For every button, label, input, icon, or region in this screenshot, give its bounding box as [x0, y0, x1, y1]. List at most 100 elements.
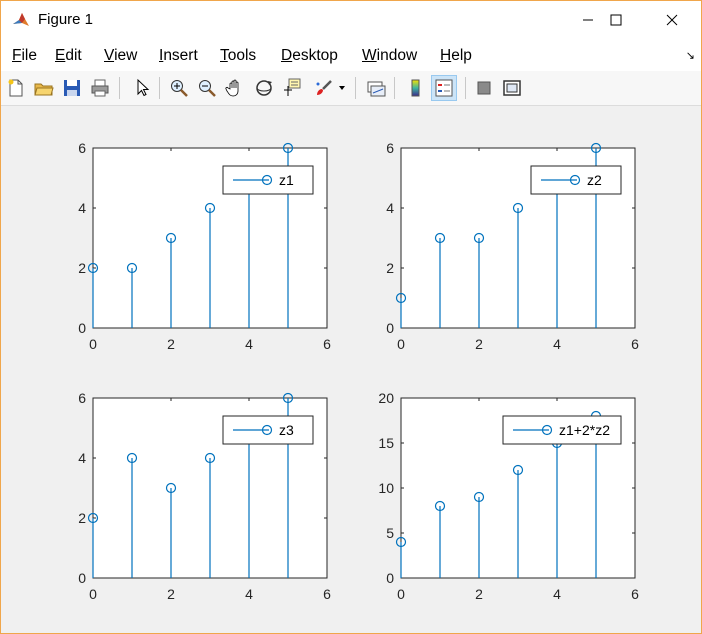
print-icon	[91, 79, 109, 97]
y-tick-label: 0	[386, 320, 394, 336]
y-tick-label: 0	[78, 320, 86, 336]
matlab-logo-icon	[11, 10, 31, 30]
toolbar-separator	[394, 77, 395, 99]
maximize-icon	[610, 14, 622, 26]
hide-plot-tools-button[interactable]	[472, 76, 496, 100]
stem-marker	[204, 452, 216, 464]
stem-marker	[473, 491, 485, 503]
hide-plot-tools-icon	[477, 81, 491, 95]
print-button[interactable]	[88, 76, 112, 100]
y-tick-label: 4	[386, 200, 394, 216]
brush-icon	[316, 80, 332, 95]
stem-marker	[126, 262, 138, 274]
stem-marker	[87, 512, 99, 524]
save-icon	[64, 80, 80, 96]
select-arrow-button[interactable]	[130, 76, 154, 100]
x-tick-label: 4	[553, 336, 561, 352]
pan-hand-icon	[225, 79, 239, 97]
stem-marker	[87, 262, 99, 274]
stem-marker	[590, 142, 602, 154]
x-tick-label: 6	[631, 586, 639, 602]
legend-marker	[541, 424, 553, 436]
y-tick-label: 0	[386, 570, 394, 586]
title-bar: Figure 1	[1, 1, 701, 39]
open-file-icon	[34, 83, 54, 96]
open-file-button[interactable]	[32, 76, 56, 100]
menu-insert[interactable]: Insert	[159, 47, 198, 64]
y-tick-label: 15	[378, 435, 394, 451]
window-title: Figure 1	[38, 11, 94, 28]
menu-window[interactable]: Window	[362, 47, 418, 64]
zoom-out-icon	[199, 80, 216, 97]
legend-label: z1	[279, 172, 294, 188]
x-tick-label: 4	[245, 336, 253, 352]
new-figure-button[interactable]	[4, 76, 28, 100]
x-tick-label: 2	[475, 336, 483, 352]
data-cursor-button[interactable]	[280, 76, 304, 100]
toolbar-separator	[355, 77, 356, 99]
save-button[interactable]	[60, 76, 84, 100]
link-plot-icon	[367, 81, 386, 97]
y-tick-label: 4	[78, 450, 86, 466]
new-figure-icon	[8, 79, 23, 97]
x-tick-label: 6	[323, 336, 331, 352]
dock-arrow-icon[interactable]: ↘	[685, 50, 695, 62]
stem-marker	[512, 464, 524, 476]
zoom-in-icon	[171, 80, 188, 97]
x-tick-label: 4	[245, 586, 253, 602]
menu-file[interactable]: File	[12, 47, 37, 64]
rotate-3d-icon	[256, 80, 272, 96]
menu-edit[interactable]: Edit	[55, 47, 82, 64]
legend-marker	[261, 174, 273, 186]
figure-canvas: 0 2 4 6 0 2 4 6 z1 0 2 4 6 0 2 4 6 z2 0 2 4 6 0 2 4 6 z3 0 2 4 6 0 5 10 15…	[1, 106, 701, 633]
x-tick-label: 2	[167, 336, 175, 352]
y-tick-label: 0	[78, 570, 86, 586]
brush-button[interactable]	[312, 76, 336, 100]
insert-legend-button[interactable]	[431, 75, 457, 101]
menu-desktop[interactable]: Desktop	[281, 47, 338, 64]
stem-marker	[473, 232, 485, 244]
y-tick-label: 20	[378, 390, 394, 406]
y-tick-label: 5	[386, 525, 394, 541]
insert-legend-icon	[435, 79, 453, 97]
y-tick-label: 4	[78, 200, 86, 216]
zoom-out-button[interactable]	[195, 76, 219, 100]
insert-colorbar-button[interactable]	[403, 76, 427, 100]
menu-tools[interactable]: Tools	[220, 47, 257, 64]
menu-help[interactable]: Help	[440, 47, 472, 64]
y-tick-label: 6	[78, 140, 86, 156]
figure-toolbar	[1, 71, 701, 106]
stem-marker	[434, 232, 446, 244]
pan-button[interactable]	[223, 76, 247, 100]
menu-view[interactable]: View	[104, 47, 138, 64]
legend-marker	[261, 424, 273, 436]
y-tick-label: 2	[78, 260, 86, 276]
select-arrow-icon	[137, 78, 150, 97]
stem-marker	[165, 482, 177, 494]
menu-bar: File Edit View Insert Tools Desktop Wind…	[1, 39, 701, 71]
x-tick-label: 0	[397, 586, 405, 602]
x-tick-label: 6	[631, 336, 639, 352]
brush-dropdown-button[interactable]	[335, 76, 349, 100]
close-icon	[666, 14, 678, 26]
y-tick-label: 6	[386, 140, 394, 156]
stem-marker	[395, 536, 407, 548]
stem-marker	[512, 202, 524, 214]
y-tick-label: 2	[78, 510, 86, 526]
x-tick-label: 0	[89, 586, 97, 602]
toolbar-separator	[465, 77, 466, 99]
data-cursor-icon	[284, 78, 301, 96]
close-button[interactable]	[649, 1, 695, 39]
show-plot-tools-button[interactable]	[500, 76, 524, 100]
stem-marker	[282, 392, 294, 404]
x-tick-label: 0	[89, 336, 97, 352]
stem-marker	[204, 202, 216, 214]
link-plot-button[interactable]	[364, 76, 388, 100]
insert-colorbar-icon	[411, 79, 420, 97]
minimize-button[interactable]	[565, 1, 611, 39]
rotate-3d-button[interactable]	[252, 76, 276, 100]
y-tick-label: 6	[78, 390, 86, 406]
maximize-button[interactable]	[593, 1, 639, 39]
zoom-in-button[interactable]	[167, 76, 191, 100]
